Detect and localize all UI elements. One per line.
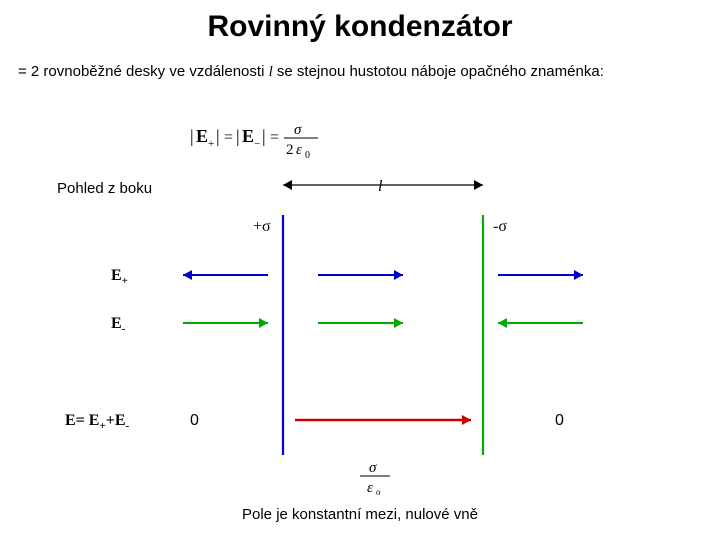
sigma-plus-label: +σ	[253, 218, 271, 236]
definition-post: se stejnou hustotou náboje opačného znam…	[273, 63, 604, 80]
definition-text: = 2 rovnoběžné desky ve vzdálenosti l se…	[18, 62, 702, 83]
e-sum-mid2: +E	[106, 412, 126, 429]
formula-field-between: σ ε o	[355, 458, 395, 496]
e-sum-pre: E= E	[65, 412, 99, 429]
svg-text:ε: ε	[367, 480, 373, 496]
zero-right: 0	[555, 412, 564, 430]
svg-text:|: |	[216, 126, 220, 146]
svg-text:0: 0	[305, 150, 310, 160]
e-plus-label: E+	[111, 267, 128, 287]
svg-text:=: =	[270, 129, 279, 146]
definition-pre: = 2 rovnoběžné desky ve vzdálenosti	[18, 63, 269, 80]
svg-text:o: o	[376, 487, 381, 496]
svg-text:E: E	[242, 126, 254, 146]
svg-text:|: |	[236, 126, 240, 146]
svg-text:2: 2	[286, 142, 294, 158]
svg-text:σ: σ	[294, 122, 302, 138]
svg-text:σ: σ	[369, 460, 377, 476]
svg-text:−: −	[254, 138, 260, 150]
e-plus-letter: E	[111, 267, 122, 284]
e-plus-sub: +	[122, 275, 128, 287]
e-minus-label: E-	[111, 315, 125, 335]
svg-text:E: E	[196, 126, 208, 146]
zero-left: 0	[190, 412, 199, 430]
footer-caption: Pole je konstantní mezi, nulové vně	[0, 506, 720, 523]
l-distance-label: l	[378, 178, 382, 196]
e-minus-letter: E	[111, 315, 122, 332]
svg-text:|: |	[190, 126, 194, 146]
formula-field-magnitude: | E + | = | E − | = σ 2 ε 0	[190, 120, 340, 160]
svg-text:+: +	[208, 138, 214, 150]
svg-text:|: |	[262, 126, 266, 146]
e-minus-sub: -	[122, 323, 126, 335]
sigma-minus-label: -σ	[493, 218, 507, 236]
e-sum-label: E= E++E-	[65, 412, 129, 432]
page-title: Rovinný kondenzátor	[0, 10, 720, 44]
e-sum-sub2: -	[126, 420, 130, 432]
svg-text:ε: ε	[296, 142, 302, 158]
svg-text:=: =	[224, 129, 233, 146]
